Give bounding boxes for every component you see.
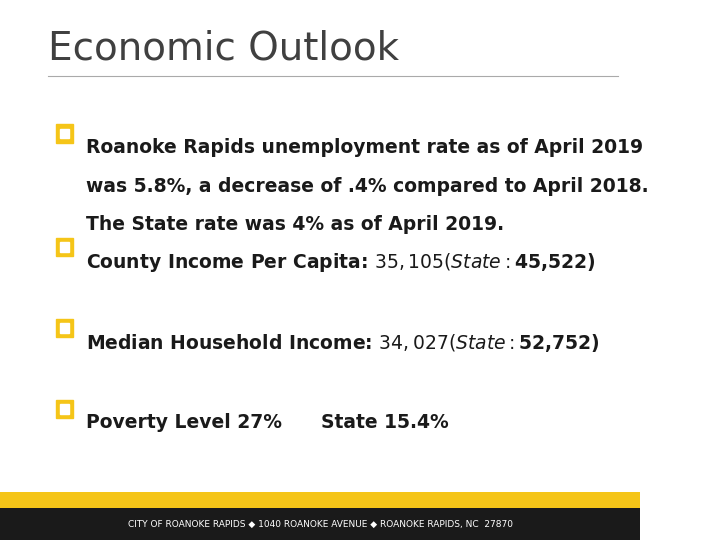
Text: Poverty Level 27%      State 15.4%: Poverty Level 27% State 15.4% — [86, 413, 449, 432]
Text: County Income Per Capita: $35,105 (State: $45,522): County Income Per Capita: $35,105 (State… — [86, 251, 596, 274]
Bar — [0, 508, 640, 540]
Text: Economic Outlook: Economic Outlook — [48, 30, 399, 68]
FancyBboxPatch shape — [60, 129, 69, 138]
Text: was 5.8%, a decrease of .4% compared to April 2018.: was 5.8%, a decrease of .4% compared to … — [86, 177, 649, 195]
Text: Roanoke Rapids unemployment rate as of April 2019: Roanoke Rapids unemployment rate as of A… — [86, 138, 644, 157]
FancyBboxPatch shape — [56, 400, 73, 418]
FancyBboxPatch shape — [56, 124, 73, 143]
Bar — [0, 492, 640, 509]
FancyBboxPatch shape — [60, 242, 69, 252]
Text: Median Household Income: $34,027 (State: $52,752): Median Household Income: $34,027 (State:… — [86, 332, 600, 354]
FancyBboxPatch shape — [56, 238, 73, 256]
FancyBboxPatch shape — [60, 404, 69, 414]
Text: CITY OF ROANOKE RAPIDS ◆ 1040 ROANOKE AVENUE ◆ ROANOKE RAPIDS, NC  27870: CITY OF ROANOKE RAPIDS ◆ 1040 ROANOKE AV… — [127, 521, 513, 529]
Text: The State rate was 4% as of April 2019.: The State rate was 4% as of April 2019. — [86, 215, 505, 234]
FancyBboxPatch shape — [56, 319, 73, 337]
FancyBboxPatch shape — [60, 323, 69, 333]
